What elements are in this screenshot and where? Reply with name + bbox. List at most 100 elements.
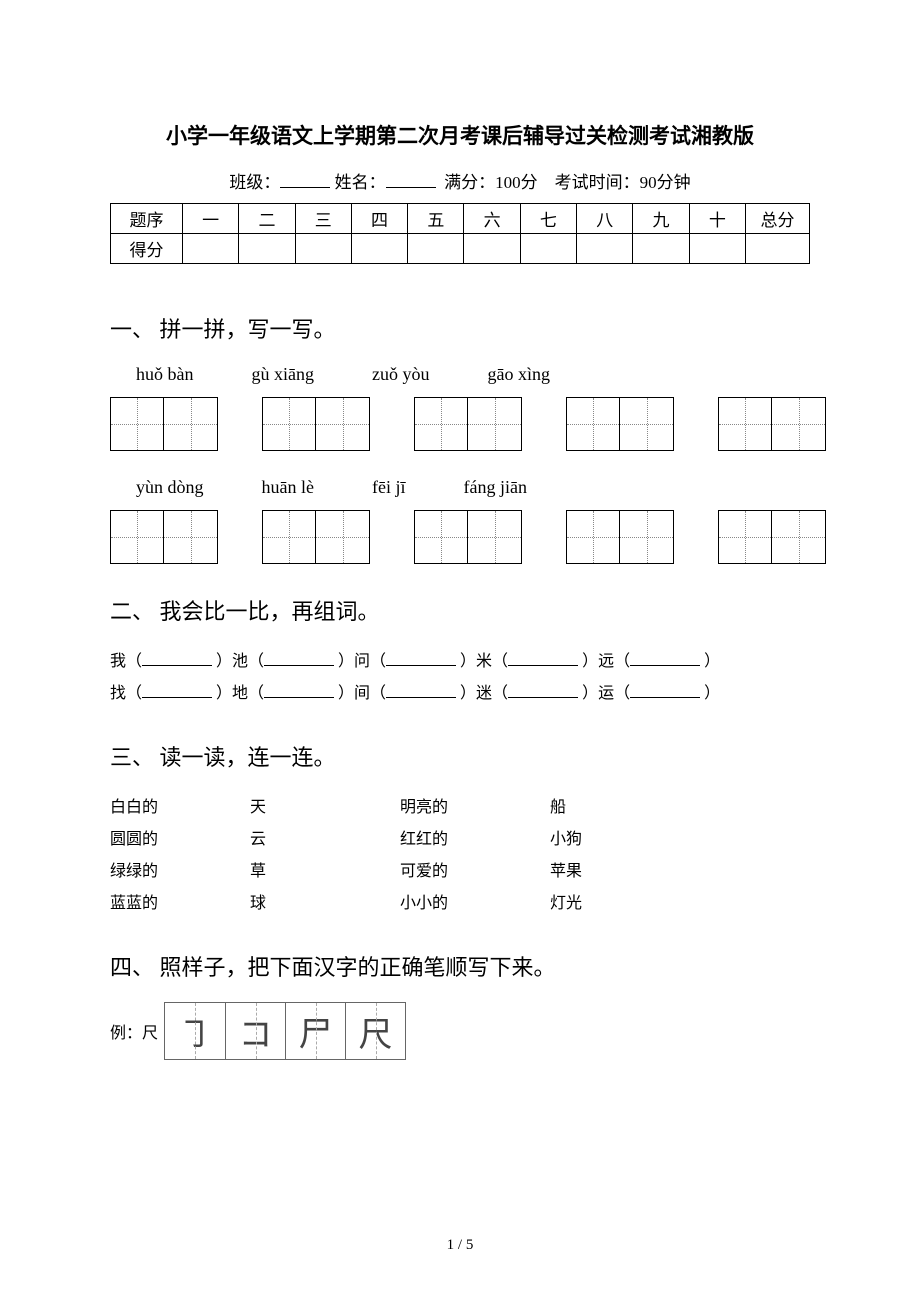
blank[interactable] xyxy=(142,682,212,698)
sec2-line1: 我（ ）池（ ）问（ ）米（ ）远（ ） xyxy=(110,646,810,678)
class-blank[interactable] xyxy=(280,169,330,188)
col-5: 五 xyxy=(408,204,464,234)
char-pair[interactable] xyxy=(414,510,522,564)
c: 可爱的 xyxy=(400,856,550,888)
score-cell[interactable] xyxy=(295,234,351,264)
stroke-boxes: ㇆ コ 尸 尺 xyxy=(164,1002,406,1060)
c: 明亮的 xyxy=(400,792,550,824)
col-8: 八 xyxy=(577,204,633,234)
c: 船 xyxy=(550,792,650,824)
c: 苹果 xyxy=(550,856,650,888)
pinyin-row-1: huǒ bàn gù xiāng zuǒ yòu gāo xìng xyxy=(110,364,810,385)
c: 小小的 xyxy=(400,888,550,920)
c: 云 xyxy=(250,824,400,856)
stroke-cell: 尸 xyxy=(285,1003,345,1059)
c: 天 xyxy=(250,792,400,824)
t: 找（ xyxy=(110,685,142,702)
score-cell[interactable] xyxy=(183,234,239,264)
pinyin: zuǒ yòu xyxy=(372,364,430,385)
t: ）地（ xyxy=(216,685,264,702)
blank[interactable] xyxy=(508,650,578,666)
example-label: 例：尺 xyxy=(110,1019,158,1043)
exam-time: 考试时间：90分钟 xyxy=(555,173,691,192)
char-pair[interactable] xyxy=(414,397,522,451)
pinyin: gù xiāng xyxy=(252,364,315,385)
c: 球 xyxy=(250,888,400,920)
t: ） xyxy=(704,653,720,670)
c: 蓝蓝的 xyxy=(110,888,250,920)
score-cell[interactable] xyxy=(239,234,295,264)
pinyin: yùn dòng xyxy=(136,477,204,498)
pinyin: fáng jiān xyxy=(463,477,526,498)
col-10: 十 xyxy=(689,204,745,234)
sec2-line2: 找（ ）地（ ）间（ ）迷（ ）运（ ） xyxy=(110,678,810,710)
c: 灯光 xyxy=(550,888,650,920)
c: 草 xyxy=(250,856,400,888)
char-pair[interactable] xyxy=(110,510,218,564)
name-label: 姓名： xyxy=(335,173,386,192)
score-cell[interactable] xyxy=(577,234,633,264)
row1-label: 题序 xyxy=(111,204,183,234)
stroke-cell: 尺 xyxy=(345,1003,405,1059)
col-4: 四 xyxy=(351,204,407,234)
name-blank[interactable] xyxy=(386,169,436,188)
sec4-heading: 四、 照样子，把下面汉字的正确笔顺写下来。 xyxy=(110,950,810,982)
char-pair[interactable] xyxy=(262,397,370,451)
score-cell[interactable] xyxy=(689,234,745,264)
char-pair[interactable] xyxy=(262,510,370,564)
blank[interactable] xyxy=(142,650,212,666)
sec3-row: 白白的 天 明亮的 船 xyxy=(110,792,810,824)
pinyin-row-2: yùn dòng huān lè fēi jī fáng jiān xyxy=(110,477,810,498)
blank[interactable] xyxy=(630,682,700,698)
score-total-cell[interactable] xyxy=(746,234,810,264)
sec3-row: 绿绿的 草 可爱的 苹果 xyxy=(110,856,810,888)
t: ）间（ xyxy=(338,685,386,702)
t: ）米（ xyxy=(460,653,508,670)
row2-label: 得分 xyxy=(111,234,183,264)
blank[interactable] xyxy=(264,650,334,666)
c: 小狗 xyxy=(550,824,650,856)
t: 我（ xyxy=(110,653,142,670)
sec4-example: 例：尺 ㇆ コ 尸 尺 xyxy=(110,1002,810,1060)
char-pair[interactable] xyxy=(566,510,674,564)
char-pair[interactable] xyxy=(110,397,218,451)
score-cell[interactable] xyxy=(464,234,520,264)
c: 红红的 xyxy=(400,824,550,856)
doc-title: 小学一年级语文上学期第二次月考课后辅导过关检测考试湘教版 xyxy=(110,120,810,150)
score-cell[interactable] xyxy=(520,234,576,264)
page-number: 1 / 5 xyxy=(0,1237,920,1254)
box-row-1 xyxy=(110,397,810,451)
col-1: 一 xyxy=(183,204,239,234)
box-row-2 xyxy=(110,510,810,564)
col-9: 九 xyxy=(633,204,689,234)
c: 绿绿的 xyxy=(110,856,250,888)
total-label: 总分 xyxy=(746,204,810,234)
score-cell[interactable] xyxy=(633,234,689,264)
char-pair[interactable] xyxy=(566,397,674,451)
sec1-heading: 一、 拼一拼，写一写。 xyxy=(110,312,810,344)
blank[interactable] xyxy=(630,650,700,666)
char-pair[interactable] xyxy=(718,397,826,451)
score-cell[interactable] xyxy=(408,234,464,264)
full-score: 满分：100分 xyxy=(444,173,538,192)
blank[interactable] xyxy=(264,682,334,698)
score-header-row: 题序 一 二 三 四 五 六 七 八 九 十 总分 xyxy=(111,204,810,234)
t: ）池（ xyxy=(216,653,264,670)
blank[interactable] xyxy=(508,682,578,698)
pinyin: huān lè xyxy=(262,477,314,498)
c: 白白的 xyxy=(110,792,250,824)
score-cell[interactable] xyxy=(351,234,407,264)
score-table: 题序 一 二 三 四 五 六 七 八 九 十 总分 得分 xyxy=(110,203,810,264)
char-pair[interactable] xyxy=(718,510,826,564)
stroke-cell: ㇆ xyxy=(165,1003,225,1059)
sec3-row: 圆圆的 云 红红的 小狗 xyxy=(110,824,810,856)
col-3: 三 xyxy=(295,204,351,234)
blank[interactable] xyxy=(386,650,456,666)
pinyin: fēi jī xyxy=(372,477,406,498)
t: ）远（ xyxy=(582,653,630,670)
blank[interactable] xyxy=(386,682,456,698)
class-label: 班级： xyxy=(229,173,280,192)
sec3-grid: 白白的 天 明亮的 船 圆圆的 云 红红的 小狗 绿绿的 草 可爱的 苹果 蓝蓝… xyxy=(110,792,810,920)
t: ）运（ xyxy=(582,685,630,702)
col-6: 六 xyxy=(464,204,520,234)
